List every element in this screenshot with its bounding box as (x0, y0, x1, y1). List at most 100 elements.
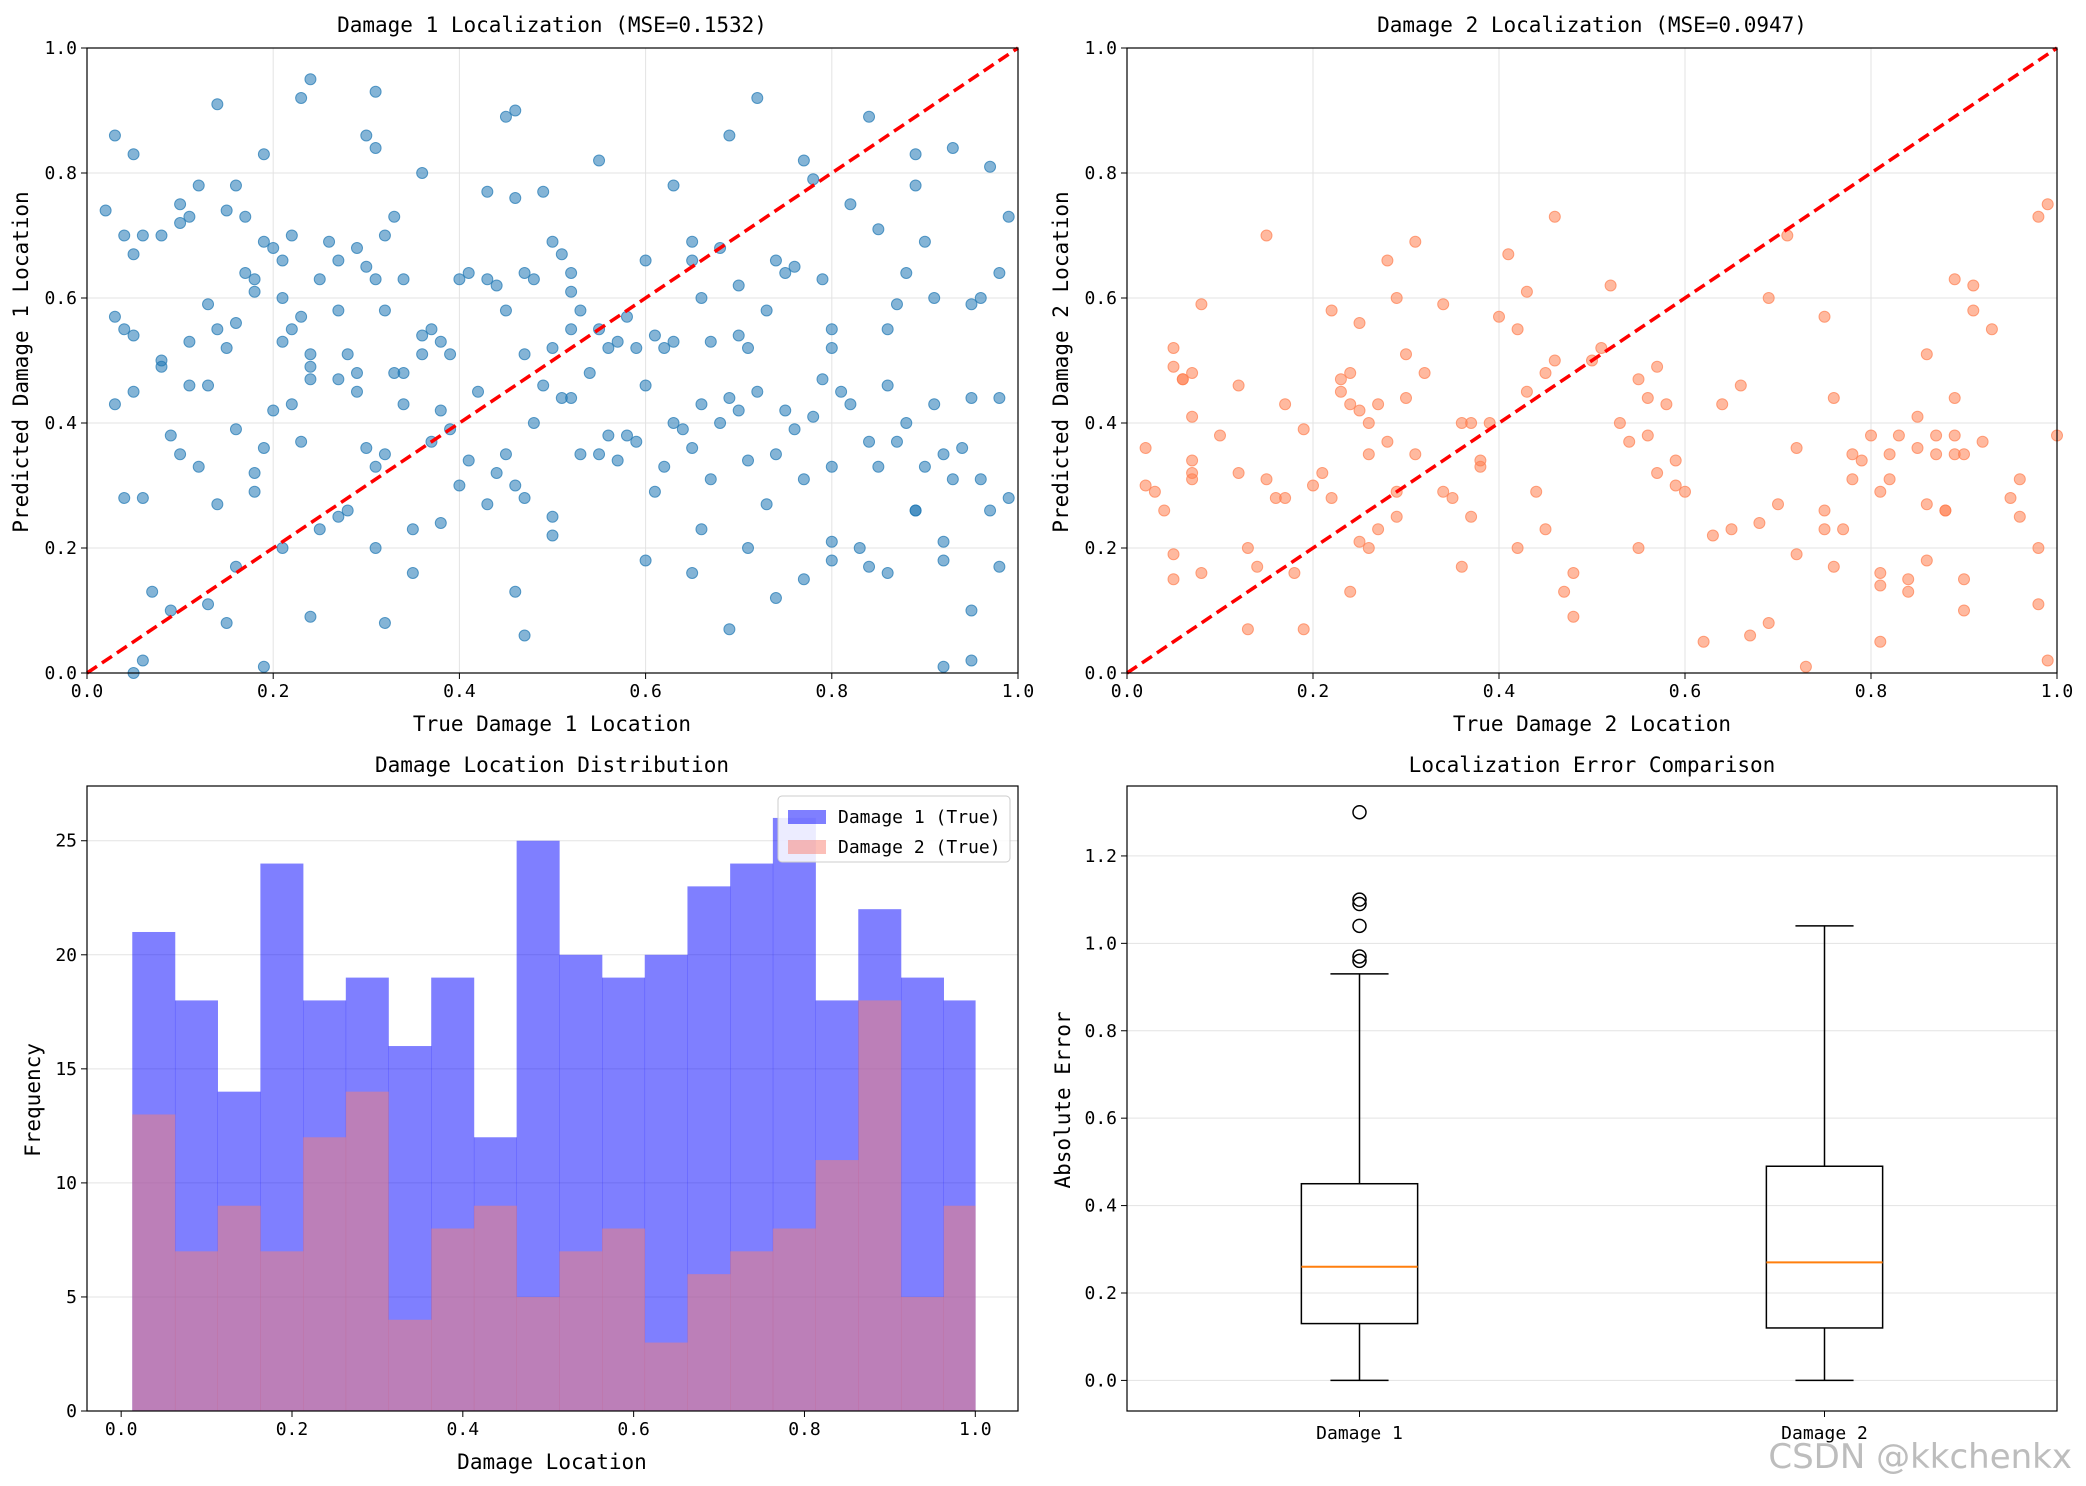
scatter-point (164, 429, 177, 442)
scatter-point (723, 623, 736, 636)
scatter-point (285, 323, 298, 336)
y-tick-label: 0.6 (1084, 1108, 1117, 1129)
histogram-bar (431, 1228, 475, 1411)
box-iqr (1765, 1165, 1884, 1329)
y-tick-label: 25 (55, 831, 77, 852)
scatter-point (565, 285, 578, 298)
scatter-point (2032, 598, 2045, 611)
scatter-point (1883, 473, 1896, 486)
scatter-point (1325, 492, 1338, 504)
histogram-bar (473, 1205, 517, 1411)
scatter-point (1558, 585, 1571, 598)
histogram-bar (260, 1251, 304, 1411)
scatter-point (378, 448, 391, 461)
scatter-point (416, 167, 429, 179)
damage1-scatter-plot: Damage 1 Localization (MSE=0.1532) True … (9, 13, 1034, 736)
scatter-point (416, 348, 429, 361)
scatter-point (1548, 210, 1561, 223)
scatter-point (742, 454, 755, 467)
scatter-point (779, 404, 792, 417)
scatter-point (397, 273, 410, 286)
scatter-point (1958, 604, 1970, 617)
scatter-point (881, 323, 894, 336)
scatter-point (993, 392, 1006, 404)
scatter-point (1400, 348, 1412, 361)
scatter-point (1316, 467, 1329, 479)
scatter-point (676, 423, 689, 436)
scatter-point (192, 460, 205, 473)
scatter-point (546, 529, 559, 542)
scatter-point (648, 329, 661, 342)
scatter-point (276, 542, 289, 554)
scatter-point (1511, 542, 1524, 554)
histogram-bar (174, 1251, 218, 1411)
scatter-point (1902, 573, 1915, 586)
scatter-point (1279, 398, 1292, 411)
scatter-point (667, 335, 680, 348)
scatter-point (285, 398, 298, 411)
scatter-point (1381, 254, 1394, 267)
scatter-point (1846, 448, 1859, 461)
scatter-point (928, 398, 941, 411)
scatter-point (1493, 310, 1505, 323)
scatter-point (229, 179, 242, 192)
scatter-point (751, 92, 764, 104)
box-outlier (1352, 804, 1367, 820)
scatter-point (1818, 310, 1831, 323)
scatter-point (546, 510, 559, 523)
scatter-point (1874, 567, 1887, 579)
scatter-point (211, 323, 224, 336)
scatter-point (723, 129, 736, 142)
scatter-point (1567, 610, 1580, 623)
scatter-point (434, 517, 447, 529)
scatter-point (1297, 623, 1310, 636)
scatter-point (946, 473, 959, 486)
x-tick-label: 0.6 (1669, 681, 1702, 702)
scatter-point (1232, 467, 1245, 479)
scatter-point (527, 417, 540, 429)
y-tick-label: 5 (66, 1287, 77, 1308)
scatter-point (518, 348, 531, 361)
x-tick-label: 0.2 (276, 1419, 309, 1440)
scatter-point (1818, 504, 1831, 517)
scatter-point (1186, 410, 1199, 423)
scatter-point (565, 267, 578, 279)
scatter-point (1241, 542, 1254, 554)
scatter-point (1548, 354, 1561, 367)
box-iqr (1300, 1182, 1419, 1325)
histogram-bar (217, 1205, 261, 1411)
scatter-point (1139, 479, 1152, 492)
scatter-point (611, 335, 624, 348)
scatter-point (1660, 398, 1673, 411)
scatter-point (155, 229, 168, 242)
scatter-point (341, 348, 354, 361)
scatter-point (257, 235, 270, 248)
scatter-point (1176, 373, 1189, 386)
scatter-point (378, 617, 391, 629)
y-tick-label: 0.6 (1084, 288, 1117, 309)
scatter-point (1799, 660, 1812, 673)
scatter-point (118, 492, 131, 504)
legend-label: Damage 2 (True) (838, 837, 1001, 858)
scatter-point (369, 273, 382, 286)
scatter-point (853, 542, 866, 554)
scatter-point (350, 242, 363, 254)
scatter-point (1725, 523, 1738, 536)
scatter-point (788, 423, 801, 436)
scatter-point (118, 229, 131, 242)
scatter-point (490, 279, 503, 292)
scatter-point (481, 185, 494, 198)
scatter-point (704, 473, 717, 486)
x-tick-label: 0.4 (443, 681, 476, 702)
scatter-point (1734, 379, 1747, 392)
scatter-point (1195, 298, 1208, 311)
scatter-point (742, 342, 755, 354)
scatter-point (1958, 573, 1970, 586)
scatter-point (1520, 385, 1533, 398)
scatter-point (1288, 567, 1301, 579)
scatter-point (174, 217, 187, 229)
scatter-point (1409, 235, 1422, 248)
scatter-point (304, 373, 317, 386)
scatter-point (462, 454, 475, 467)
plot-title: Damage 1 Localization (MSE=0.1532) (337, 13, 767, 37)
